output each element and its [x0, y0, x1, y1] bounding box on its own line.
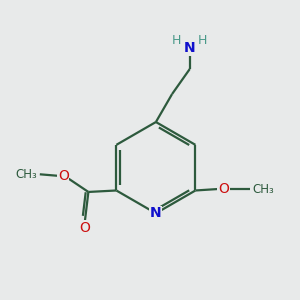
Text: H: H [197, 34, 207, 47]
Text: CH₃: CH₃ [15, 168, 37, 181]
Text: O: O [58, 169, 69, 183]
Text: N: N [184, 41, 196, 56]
Text: CH₃: CH₃ [253, 182, 274, 196]
Text: N: N [150, 206, 162, 220]
Text: H: H [172, 34, 181, 47]
Text: O: O [80, 221, 90, 235]
Text: O: O [218, 182, 229, 196]
